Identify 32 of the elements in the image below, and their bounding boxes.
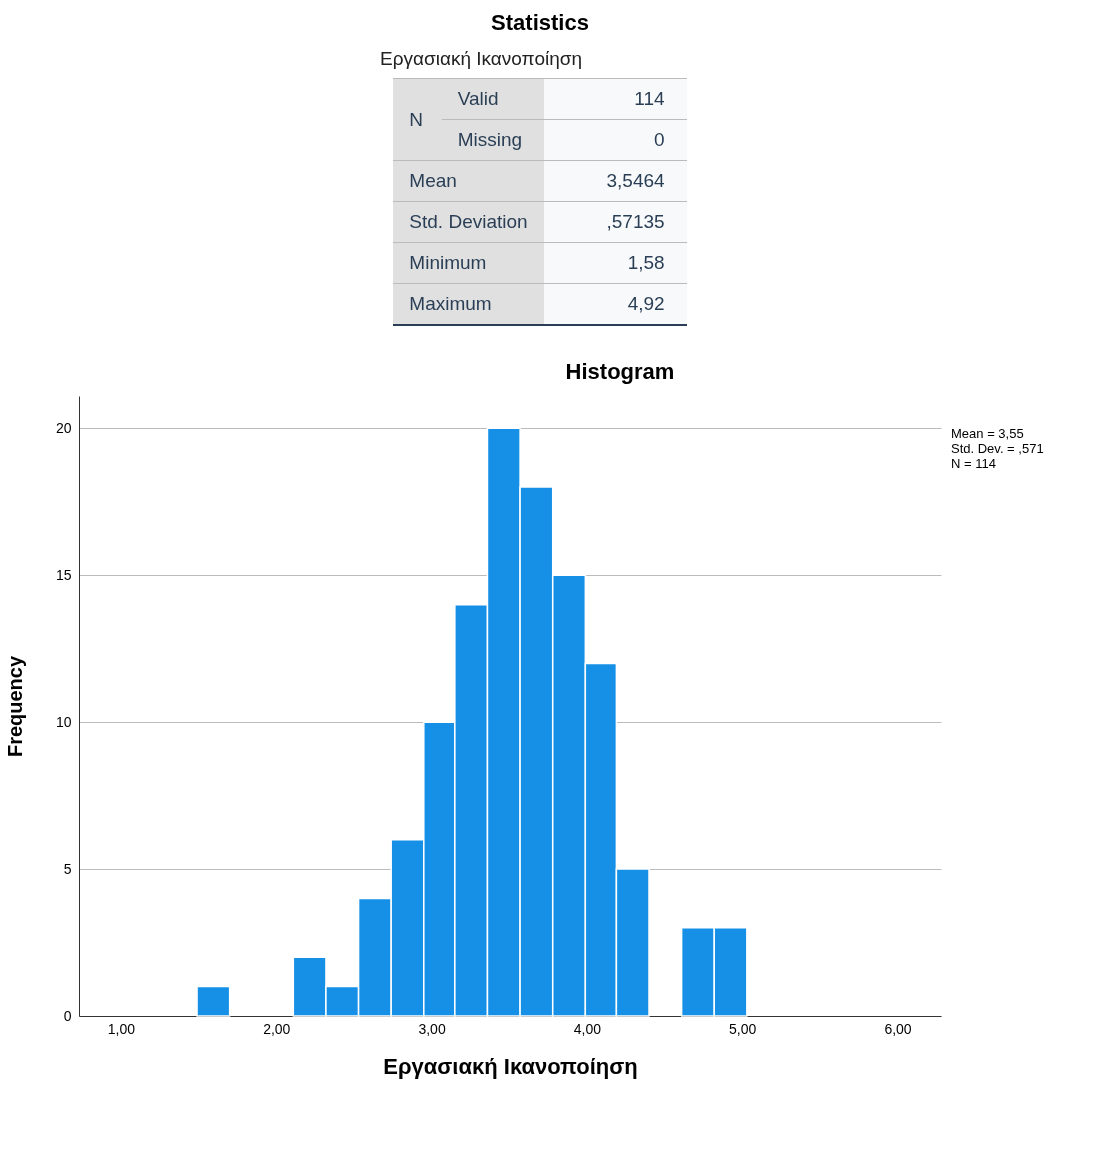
- text: Valid: [441, 78, 544, 120]
- text: 114: [543, 78, 687, 120]
- text: Missing: [441, 119, 544, 161]
- text: Εργασιακή Ικανοποίηση: [379, 48, 584, 70]
- text: N: [393, 78, 442, 161]
- text: Mean: [393, 160, 544, 202]
- x-tick-label: 2,00: [263, 1020, 291, 1037]
- text: 0: [543, 119, 687, 161]
- y-tick-label: 20: [55, 419, 72, 436]
- y-axis-title: Frequency: [3, 655, 26, 758]
- text: Std. Deviation: [393, 201, 544, 243]
- text: 3,5464: [543, 160, 687, 202]
- x-tick-label: 1,00: [107, 1020, 136, 1037]
- x-tick-label: 4,00: [573, 1020, 602, 1037]
- x-tick-label: 3,00: [418, 1020, 446, 1037]
- text: Minimum: [393, 242, 544, 284]
- y-tick-label: 15: [55, 566, 72, 583]
- y-tick-label: 0: [63, 1007, 72, 1024]
- x-axis-title: Εργασιακή Ικανοποίηση: [383, 1053, 638, 1079]
- text: Statistics: [490, 10, 590, 36]
- x-tick-label: 6,00: [884, 1020, 912, 1037]
- text: Mean = 3,55: [951, 426, 1024, 441]
- y-tick-label: 5: [63, 860, 72, 877]
- text: Maximum: [393, 283, 544, 325]
- text: Std. Dev. = ,571: [951, 441, 1044, 456]
- y-tick-label: 10: [55, 713, 72, 730]
- chart-title: Histogram: [565, 359, 675, 384]
- text: ,57135: [543, 201, 687, 243]
- text: 4,92: [543, 283, 687, 325]
- text: 1,58: [543, 242, 687, 284]
- x-tick-label: 5,00: [729, 1020, 757, 1037]
- text: N = 114: [951, 456, 996, 471]
